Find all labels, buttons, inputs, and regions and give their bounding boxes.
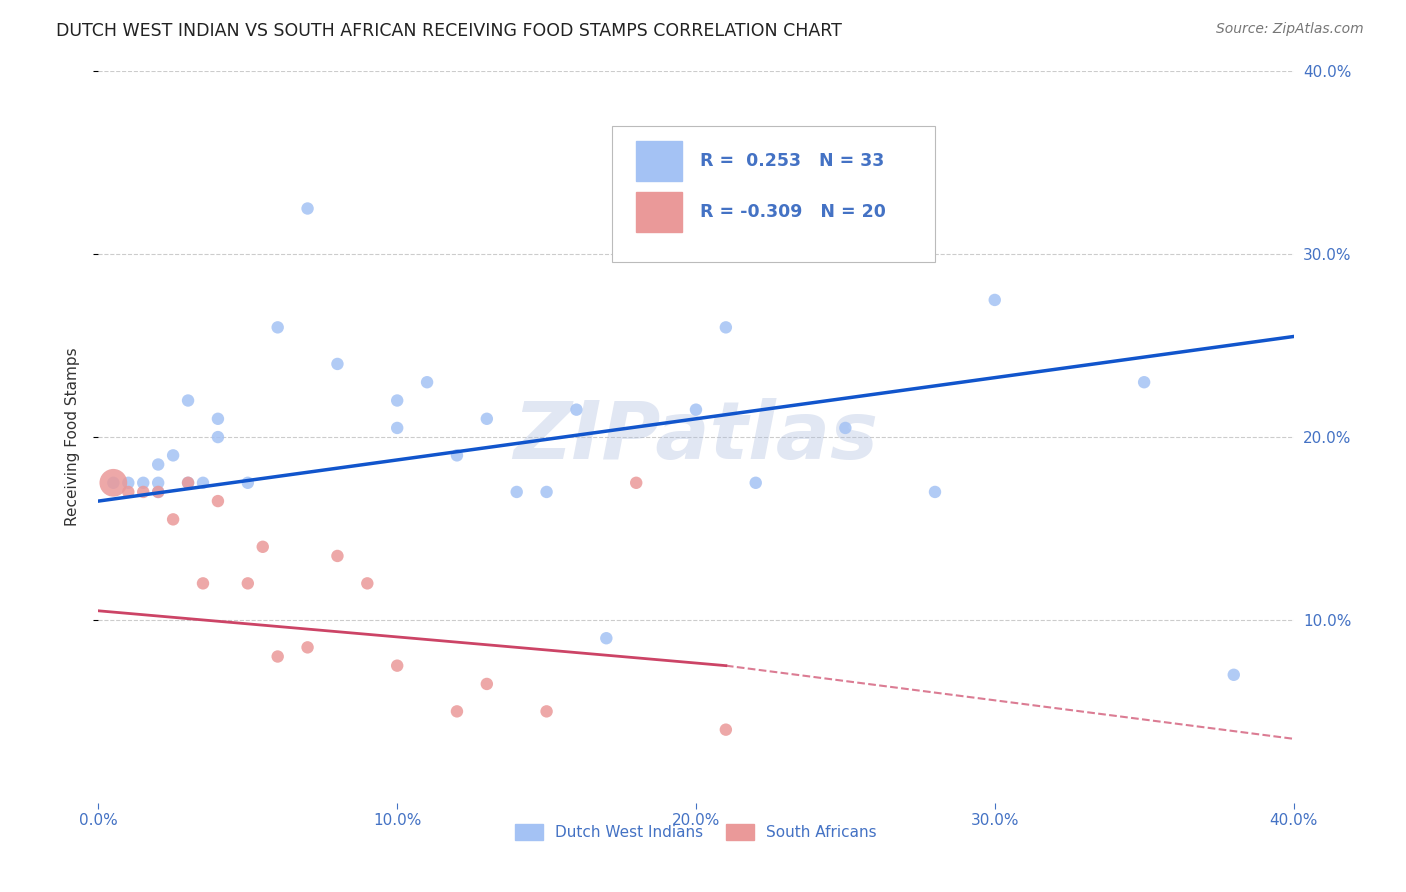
Point [132, 485, 155, 500]
Point [117, 475, 139, 490]
Point [475, 412, 498, 426]
Point [177, 475, 200, 490]
Point [177, 393, 200, 408]
Point [745, 475, 768, 490]
Point [714, 320, 737, 334]
Text: Source: ZipAtlas.com: Source: ZipAtlas.com [1216, 22, 1364, 37]
Point [236, 475, 259, 490]
Point [1133, 375, 1156, 389]
Y-axis label: Receiving Food Stamps: Receiving Food Stamps [65, 348, 80, 526]
Point [626, 475, 648, 490]
Point [536, 705, 558, 719]
Point [475, 677, 498, 691]
Point [207, 430, 229, 444]
Point [148, 485, 170, 500]
Point [446, 705, 468, 719]
Point [416, 375, 439, 389]
Point [148, 485, 170, 500]
FancyBboxPatch shape [613, 126, 935, 261]
Point [685, 402, 707, 417]
Point [162, 512, 184, 526]
Point [297, 640, 319, 655]
Point [565, 402, 588, 417]
Point [207, 494, 229, 508]
Point [148, 475, 170, 490]
Point [385, 421, 409, 435]
Point [1223, 667, 1246, 681]
Point [356, 576, 378, 591]
Point [297, 202, 319, 216]
Point [132, 475, 155, 490]
Text: ZIPatlas: ZIPatlas [513, 398, 879, 476]
Point [267, 320, 290, 334]
Point [984, 293, 1007, 307]
Text: R = -0.309   N = 20: R = -0.309 N = 20 [700, 203, 886, 221]
Point [834, 421, 856, 435]
Point [267, 649, 290, 664]
Point [117, 485, 139, 500]
Point [924, 485, 946, 500]
Point [207, 412, 229, 426]
Point [162, 448, 184, 462]
Point [326, 549, 349, 563]
Point [148, 458, 170, 472]
Point [177, 475, 200, 490]
Point [191, 576, 214, 591]
Point [385, 658, 409, 673]
Bar [637, 141, 682, 181]
Text: R =  0.253   N = 33: R = 0.253 N = 33 [700, 152, 884, 170]
Point [103, 475, 125, 490]
Point [714, 723, 737, 737]
Point [103, 475, 125, 490]
Legend: Dutch West Indians, South Africans: Dutch West Indians, South Africans [509, 818, 883, 847]
Point [191, 475, 214, 490]
Bar [637, 192, 682, 232]
Point [326, 357, 349, 371]
Point [446, 448, 468, 462]
Point [536, 485, 558, 500]
Point [595, 632, 617, 646]
Point [385, 393, 409, 408]
Point [506, 485, 529, 500]
Text: DUTCH WEST INDIAN VS SOUTH AFRICAN RECEIVING FOOD STAMPS CORRELATION CHART: DUTCH WEST INDIAN VS SOUTH AFRICAN RECEI… [56, 22, 842, 40]
Point [252, 540, 274, 554]
Point [236, 576, 259, 591]
